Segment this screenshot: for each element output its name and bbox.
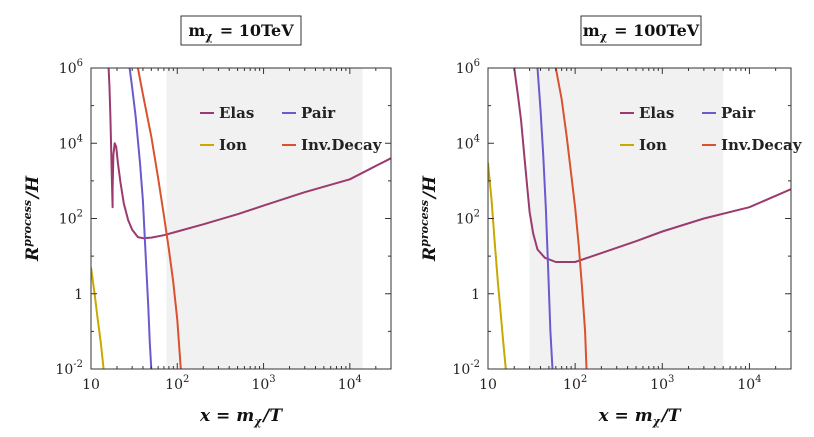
legend-label: Inv.Decay xyxy=(721,136,803,154)
legend-label: Ion xyxy=(219,136,247,154)
x-axis-label: x = mχ /T xyxy=(597,406,681,428)
legend-label: Ion xyxy=(639,136,667,154)
series-line-elas xyxy=(107,68,391,240)
series-line-ion xyxy=(488,162,507,369)
y-axis-label: Rprocess /H xyxy=(418,175,440,262)
x-tick-label: 102 xyxy=(165,374,189,393)
y-tick-label: 10-2 xyxy=(55,359,83,378)
y-tick-label: 102 xyxy=(456,209,480,228)
series-line-elas xyxy=(513,68,791,263)
shaded-region xyxy=(166,68,363,369)
x-tick-label: 104 xyxy=(338,374,362,393)
y-axis-label: Rprocess /H xyxy=(21,175,43,262)
chart-title: mχ = 100TeV xyxy=(583,21,700,43)
y-tick-label: 106 xyxy=(59,58,83,77)
y-tick-label: 10-2 xyxy=(452,359,480,378)
series-line-pair xyxy=(536,68,554,369)
legend-label: Inv.Decay xyxy=(301,136,383,154)
legend-label: Pair xyxy=(721,104,756,122)
chart-title-box: mχ = 10TeV xyxy=(180,15,302,46)
series-line-pair xyxy=(128,68,153,369)
x-tick-label: 10 xyxy=(479,377,497,393)
chart-title: mχ = 10TeV xyxy=(188,21,294,43)
chart-panel-2: 10 102 103 104 10-2 1 102 104 106 x = mχ /T Rproce… xyxy=(418,15,803,428)
x-tick-label: 104 xyxy=(737,374,761,393)
series-line-ion xyxy=(91,267,105,369)
series-line-inv-decay xyxy=(554,68,588,369)
x-tick-label: 102 xyxy=(563,374,587,393)
x-tick-label: 10 xyxy=(82,377,100,393)
y-tick-label: 102 xyxy=(59,209,83,228)
chart-panel-1: 10 102 103 104 10-2 1 102 104 106 x = mχ /T Rproce… xyxy=(21,15,392,428)
series-group xyxy=(488,68,791,369)
series-group xyxy=(91,68,391,369)
y-tick-label: 1 xyxy=(471,287,480,303)
legend-label: Elas xyxy=(219,104,254,122)
title-frame xyxy=(180,15,302,46)
x-axis-label: x = mχ /T xyxy=(199,406,283,428)
legend: Elas Pair Ion Inv.Decay xyxy=(620,104,803,154)
y-tick-label: 104 xyxy=(59,133,83,152)
legend: Elas Pair Ion Inv.Decay xyxy=(200,104,383,154)
y-tick-label: 104 xyxy=(456,133,480,152)
y-tick-label: 106 xyxy=(456,58,480,77)
legend-label: Elas xyxy=(639,104,674,122)
series-line-inv-decay xyxy=(136,68,182,369)
shaded-region xyxy=(529,68,724,369)
title-frame xyxy=(580,15,702,46)
legend-label: Pair xyxy=(301,104,336,122)
chart-title-box: mχ = 100TeV xyxy=(580,15,702,46)
y-tick-label: 1 xyxy=(74,287,83,303)
x-tick-label: 103 xyxy=(251,374,275,393)
x-tick-label: 103 xyxy=(650,374,674,393)
